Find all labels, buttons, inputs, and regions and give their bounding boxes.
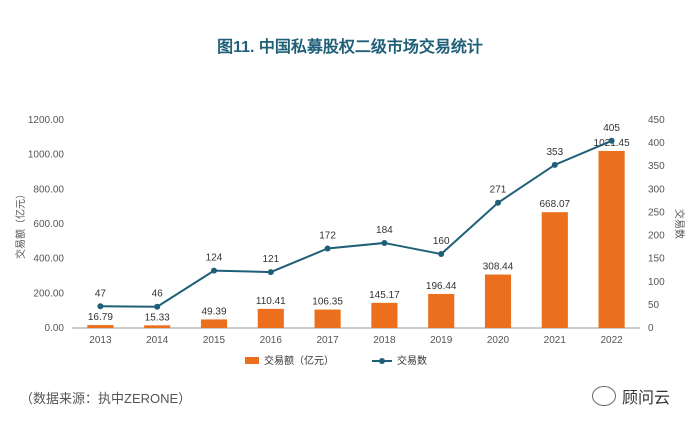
right-tick-label: 400 bbox=[648, 138, 665, 149]
right-axis-label: 交易数 bbox=[673, 209, 686, 239]
bar bbox=[87, 325, 114, 328]
left-tick-label: 600.00 bbox=[33, 219, 64, 230]
bar bbox=[484, 274, 512, 328]
right-axis: 0 50 100 150 200 250 300 350 400 450 交易数 bbox=[648, 115, 686, 334]
bar bbox=[314, 309, 341, 328]
right-tick-label: 150 bbox=[648, 254, 665, 265]
right-tick-label: 50 bbox=[648, 300, 660, 311]
bar-value-label: 308.44 bbox=[483, 262, 514, 273]
line-path bbox=[100, 139, 612, 308]
bar bbox=[257, 308, 284, 328]
right-tick-label: 300 bbox=[648, 184, 665, 195]
line-value-label: 47 bbox=[95, 288, 107, 299]
x-tick-label: 2017 bbox=[316, 335, 339, 346]
legend-line-marker bbox=[379, 358, 385, 364]
x-tick-label: 2015 bbox=[203, 335, 226, 346]
left-tick-label: 0.00 bbox=[45, 323, 65, 334]
line-value-label: 124 bbox=[206, 253, 223, 264]
right-tick-label: 350 bbox=[648, 161, 665, 172]
bar bbox=[541, 212, 568, 328]
line-value-label: 160 bbox=[433, 236, 450, 247]
source-note: （数据来源：执中ZERONE） bbox=[20, 391, 192, 406]
line-point bbox=[551, 161, 558, 168]
bar bbox=[598, 150, 625, 328]
right-tick-label: 0 bbox=[648, 323, 654, 334]
line-point bbox=[381, 239, 388, 246]
left-tick-label: 1200.00 bbox=[28, 115, 65, 126]
wechat-icon bbox=[592, 386, 616, 406]
bar-value-label: 15.33 bbox=[145, 312, 170, 323]
right-tick-label: 200 bbox=[648, 231, 665, 242]
x-tick-label: 2020 bbox=[487, 335, 510, 346]
line-point bbox=[324, 245, 331, 252]
legend-bar-swatch bbox=[245, 357, 259, 364]
line-value-label: 271 bbox=[490, 185, 507, 196]
x-tick-label: 2021 bbox=[544, 335, 567, 346]
line-series: 47 46 124 121 172 184 160 271 353 405 bbox=[95, 123, 620, 310]
line-point bbox=[154, 303, 161, 310]
x-tick-label: 2018 bbox=[373, 335, 396, 346]
line-value-label: 353 bbox=[546, 147, 563, 158]
bar-value-label: 110.41 bbox=[256, 296, 286, 307]
chart-title: 图11. 中国私募股权二级市场交易统计 bbox=[217, 37, 483, 56]
legend-line-label: 交易数 bbox=[397, 354, 427, 367]
line-point bbox=[267, 269, 274, 276]
bar bbox=[144, 325, 171, 328]
left-axis: 0.00 200.00 400.00 600.00 800.00 1000.00 1200.… bbox=[14, 115, 64, 334]
left-tick-label: 800.00 bbox=[33, 184, 64, 195]
line-value-label: 405 bbox=[603, 123, 620, 134]
bar-series: 16.79 15.33 49.39 110.41 106.35 145.17 196.44 3… bbox=[87, 138, 630, 328]
x-tick-label: 2014 bbox=[146, 335, 169, 346]
bar-value-label: 106.35 bbox=[312, 297, 343, 308]
legend-bar-label: 交易额（亿元） bbox=[264, 354, 334, 367]
x-tick-label: 2013 bbox=[89, 335, 112, 346]
bar-value-label: 196.44 bbox=[426, 281, 457, 292]
bar bbox=[428, 293, 455, 328]
right-tick-label: 450 bbox=[648, 115, 665, 126]
x-tick-label: 2022 bbox=[600, 335, 623, 346]
bar-value-label: 145.17 bbox=[369, 290, 400, 301]
line-point bbox=[211, 267, 217, 274]
bar-value-label: 16.79 bbox=[88, 312, 113, 323]
line-value-label: 184 bbox=[376, 225, 393, 236]
legend: 交易额（亿元） 交易数 bbox=[245, 354, 427, 367]
left-axis-label: 交易额（亿元） bbox=[14, 189, 27, 259]
right-tick-label: 100 bbox=[648, 277, 665, 288]
left-tick-label: 400.00 bbox=[33, 254, 64, 265]
line-value-label: 46 bbox=[152, 289, 164, 300]
line-point bbox=[97, 303, 104, 310]
bar-value-label: 668.07 bbox=[540, 199, 571, 210]
line-point bbox=[608, 137, 615, 144]
x-tick-label: 2016 bbox=[260, 335, 283, 346]
line-point bbox=[438, 251, 445, 258]
watermark-text: 顾问云 bbox=[622, 390, 671, 407]
x-axis: 2013 2014 2015 2016 2017 2018 2019 2020 2021 2022 bbox=[72, 327, 640, 346]
right-tick-label: 250 bbox=[648, 207, 665, 218]
line-value-label: 172 bbox=[319, 230, 336, 241]
bar bbox=[371, 302, 398, 328]
bar-value-label: 49.39 bbox=[201, 306, 226, 317]
left-tick-label: 200.00 bbox=[33, 288, 64, 299]
bar bbox=[200, 319, 228, 328]
line-value-label: 121 bbox=[262, 254, 279, 265]
x-tick-label: 2019 bbox=[430, 335, 453, 346]
line-point bbox=[495, 199, 501, 206]
left-tick-label: 1000.00 bbox=[28, 150, 65, 161]
watermark: 顾问云 bbox=[592, 384, 670, 408]
